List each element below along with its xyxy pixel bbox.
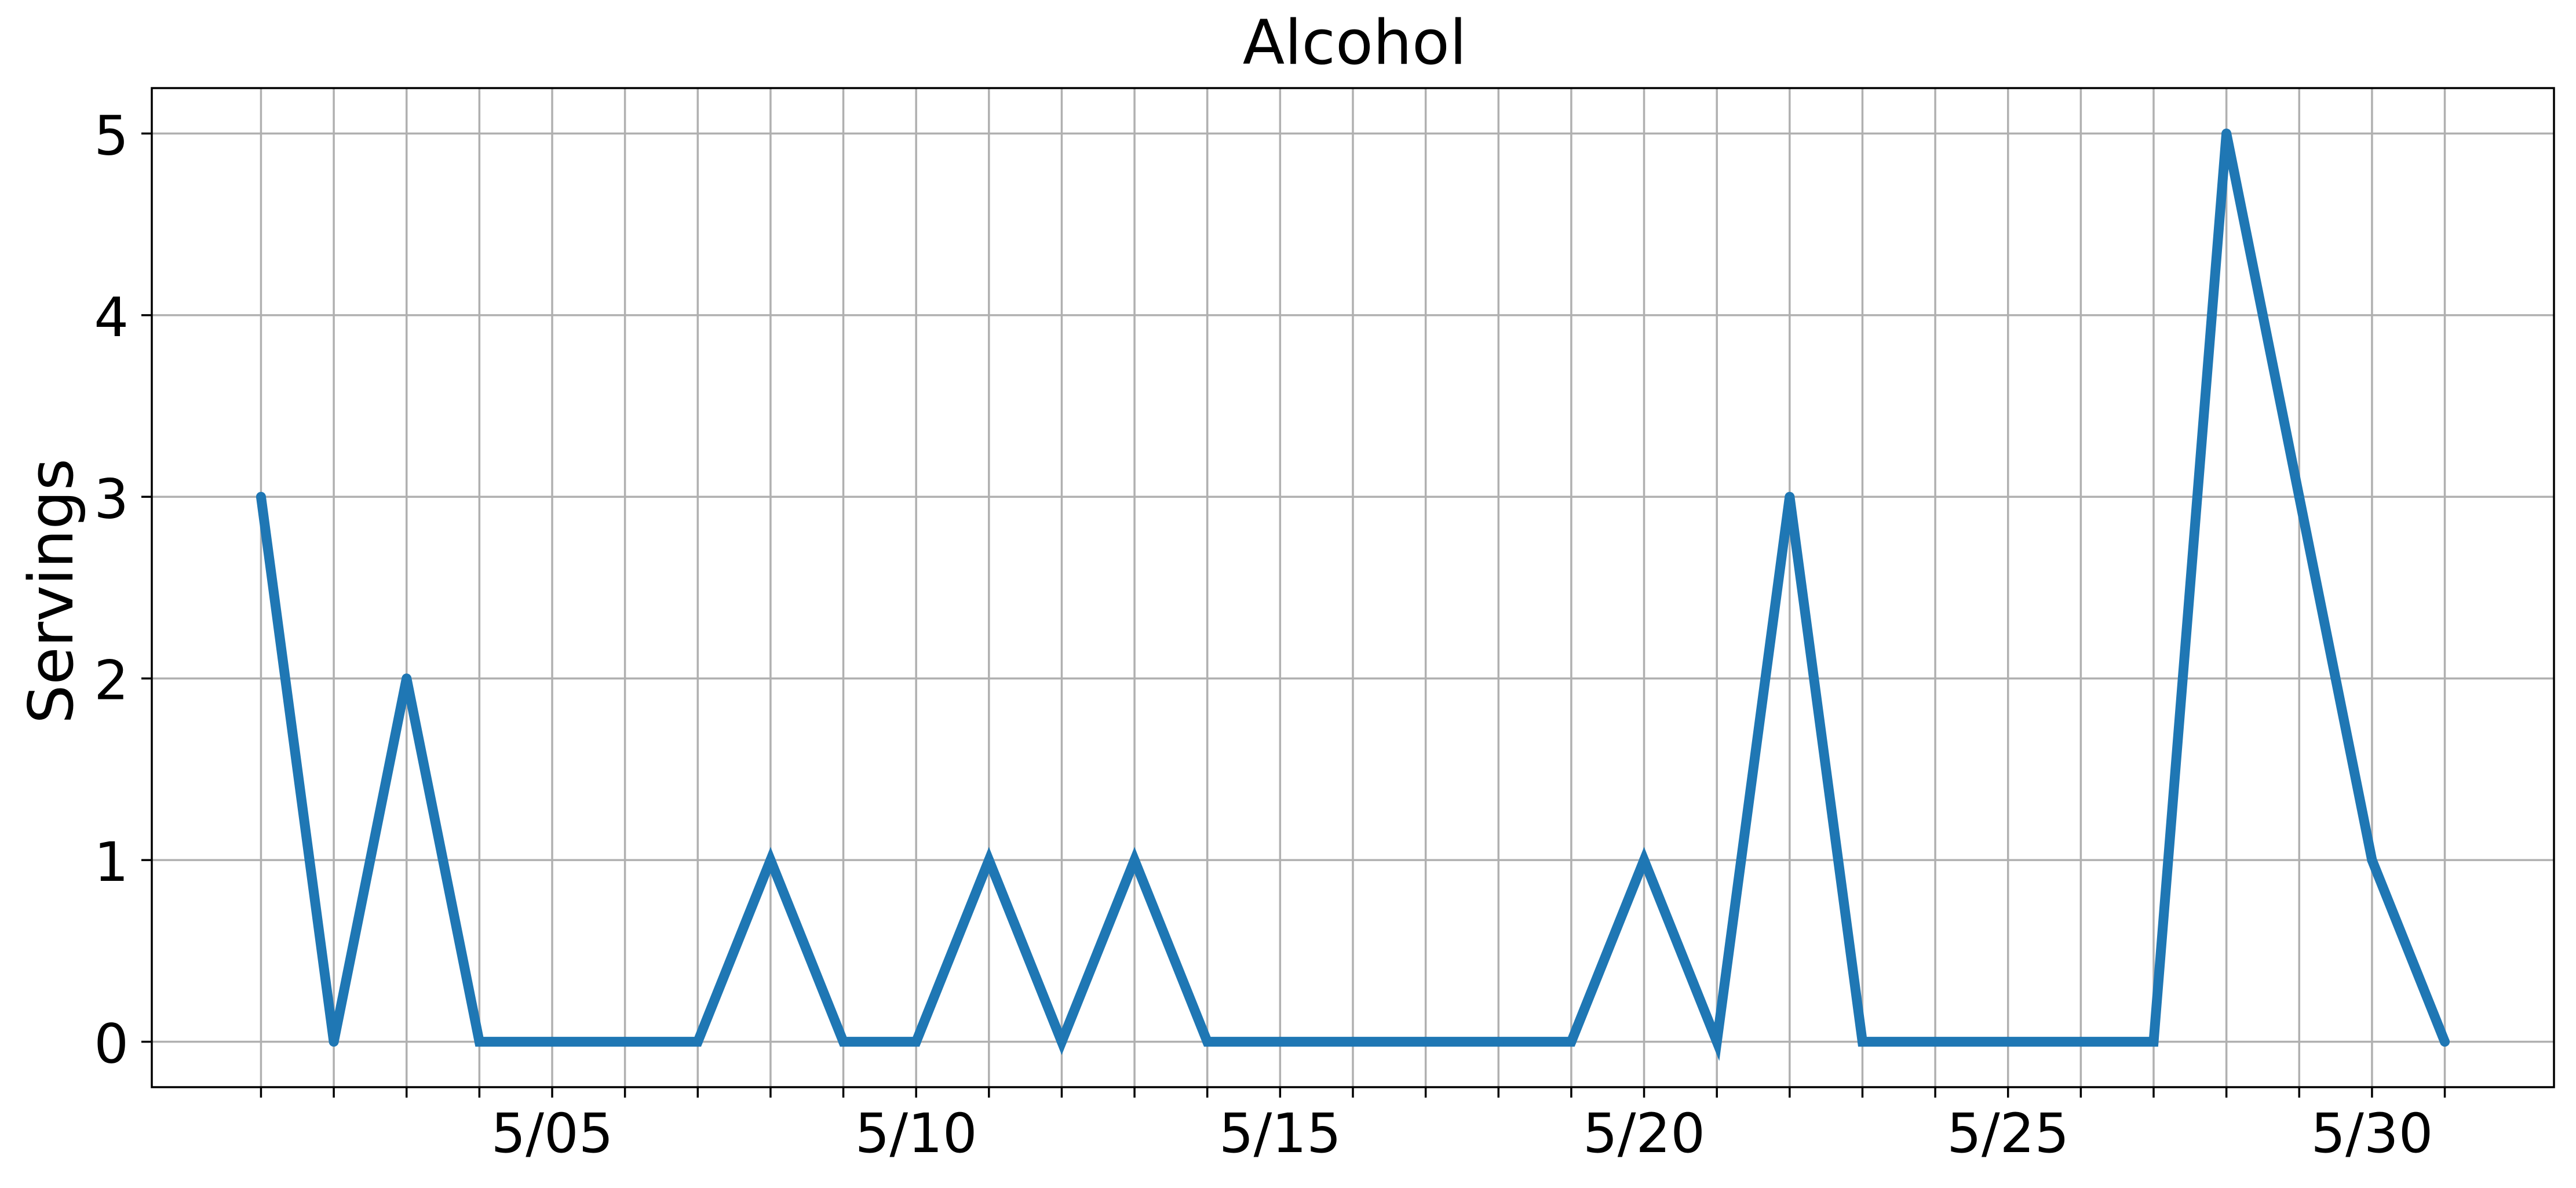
- data-point: [1930, 1037, 1940, 1047]
- x-tick-label: 5/15: [1219, 1102, 1341, 1165]
- data-point: [329, 1037, 339, 1047]
- x-tick-label: 5/20: [1583, 1102, 1705, 1165]
- data-point: [1202, 1037, 1213, 1047]
- x-tick-label: 5/25: [1947, 1102, 2069, 1165]
- data-point: [1348, 1037, 1358, 1047]
- data-point: [692, 1037, 703, 1047]
- data-point: [2367, 855, 2377, 865]
- data-point: [1129, 855, 1140, 865]
- data-point: [765, 855, 776, 865]
- x-tick-label: 5/10: [855, 1102, 977, 1165]
- data-point: [2221, 128, 2232, 139]
- data-point: [2440, 1037, 2450, 1047]
- data-point: [1712, 1037, 1722, 1047]
- data-point: [911, 1037, 921, 1047]
- x-tick-label: 5/05: [491, 1102, 613, 1165]
- data-point: [1056, 1037, 1067, 1047]
- data-point: [547, 1037, 557, 1047]
- data-point: [838, 1037, 849, 1047]
- data-point: [2003, 1037, 2013, 1047]
- data-point: [402, 673, 412, 684]
- y-tick-label: 3: [94, 468, 129, 531]
- data-point: [1421, 1037, 1431, 1047]
- y-tick-label: 4: [94, 286, 129, 349]
- data-point: [2148, 1037, 2159, 1047]
- axis-ticks: 0 1 2 3 4 5 5/05 5/10 5/15 5/20 5/25 5/30: [94, 104, 2446, 1165]
- y-tick-label: 1: [94, 831, 129, 894]
- data-point: [984, 855, 994, 865]
- plot-frame: [151, 87, 2555, 1088]
- data-point: [1566, 1037, 1577, 1047]
- x-tick-label: 5/30: [2311, 1102, 2433, 1165]
- y-tick-label: 2: [94, 650, 129, 713]
- data-point: [1857, 1037, 1867, 1047]
- data-point: [1493, 1037, 1504, 1047]
- data-point: [1639, 855, 1650, 865]
- y-axis-label: Servings: [16, 458, 87, 724]
- data-point: [2294, 491, 2304, 502]
- data-point: [620, 1037, 630, 1047]
- data-point: [474, 1037, 484, 1047]
- data-point: [1275, 1037, 1285, 1047]
- data-point: [2075, 1037, 2086, 1047]
- data-point: [1785, 491, 1795, 502]
- y-tick-label: 5: [94, 104, 129, 167]
- data-point: [256, 491, 266, 502]
- chart-title: Alcohol: [1243, 7, 1467, 78]
- y-tick-label: 0: [94, 1013, 129, 1076]
- data-series: [256, 128, 2450, 1061]
